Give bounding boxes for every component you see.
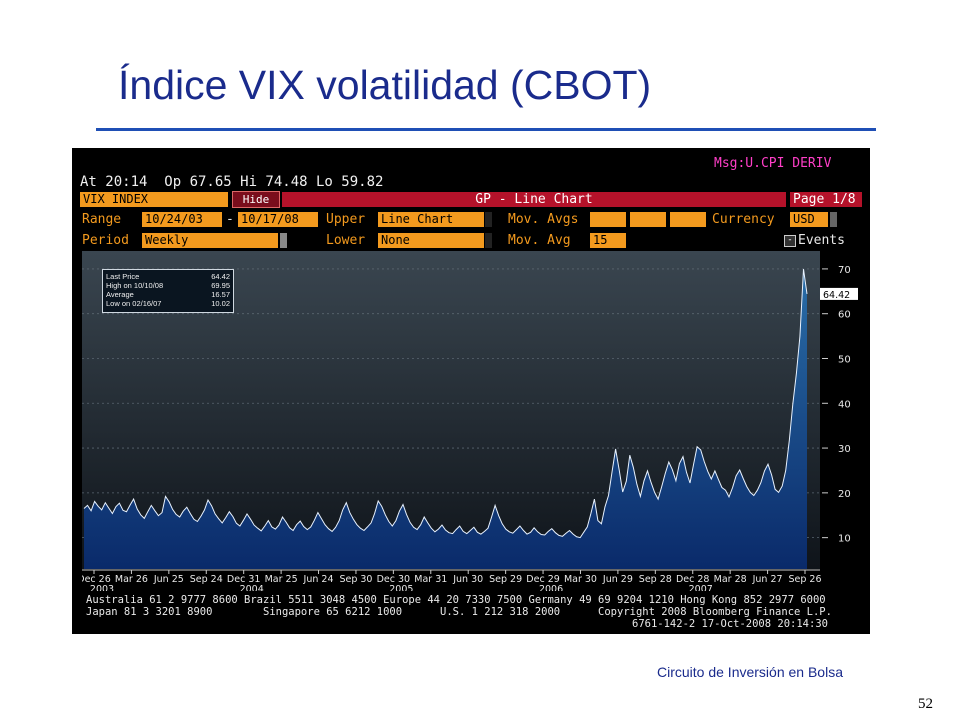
mov-avgs-label: Mov. Avgs	[508, 212, 579, 227]
x-year-label: 2004	[240, 584, 264, 591]
price-legend: Last Price 64.42 High on 10/10/08 69.95 Av…	[102, 269, 234, 313]
range-start-field[interactable]: 10/24/03	[142, 212, 222, 227]
x-tick-label: Sep 26	[788, 574, 821, 585]
mov-avg-period-field[interactable]: 15	[590, 233, 626, 248]
legend-row: High on 10/10/08 69.95	[106, 281, 230, 290]
events-toggle-checkbox[interactable]: -	[784, 235, 796, 247]
currency-label: Currency	[712, 212, 775, 227]
events-label: Events	[798, 233, 845, 248]
slide-title: Índice VIX volatilidad (CBOT)	[118, 62, 652, 108]
last-price-tag-label: 64.42	[823, 290, 850, 301]
y-tick-label: 40	[838, 399, 851, 410]
range-dash: -	[226, 212, 234, 227]
x-year-label: 2006	[539, 584, 563, 591]
footer-contacts-line-2: Japan 81 3 3201 8900 Singapore 65 6212 1…	[86, 606, 832, 618]
hide-button[interactable]: Hide	[232, 191, 280, 208]
x-tick-label: Sep 30	[339, 574, 372, 585]
range-label: Range	[82, 212, 122, 227]
chart-title: GP - Line Chart	[475, 192, 593, 207]
page-indicator: Page 1/8	[793, 192, 856, 207]
x-tick-label: Sep 24	[190, 574, 223, 585]
y-tick-label: 10	[838, 534, 851, 545]
period-field[interactable]: Weekly	[142, 233, 278, 248]
upper-dropdown-icon[interactable]	[485, 212, 492, 227]
page-number: 52	[918, 696, 933, 712]
x-tick-label: Mar 26	[115, 574, 148, 585]
upper-field[interactable]: Line Chart	[378, 212, 484, 227]
x-tick-label: Sep 28	[639, 574, 672, 585]
y-tick-label: 20	[838, 489, 851, 500]
footer-contacts-line-1: Australia 61 2 9777 8600 Brazil 5511 304…	[86, 594, 826, 606]
mov-avg-field-1[interactable]	[590, 212, 626, 227]
slide-credit: Circuito de Inversión en Bolsa	[657, 664, 843, 680]
x-tick-label: Jun 25	[153, 574, 184, 585]
currency-dropdown-icon[interactable]	[830, 212, 837, 227]
y-tick-label: 30	[838, 444, 851, 455]
x-tick-label: Jun 24	[303, 574, 334, 585]
x-tick-label: Dec 29	[526, 574, 560, 585]
range-end-field[interactable]: 10/17/08	[238, 212, 318, 227]
title-divider	[96, 128, 876, 131]
vix-series-line	[83, 269, 808, 539]
x-tick-label: Dec 30	[377, 574, 411, 585]
x-year-label: 2005	[389, 584, 413, 591]
legend-row: Last Price 64.42	[106, 272, 230, 281]
x-tick-label: Jun 30	[452, 574, 483, 585]
y-tick-label: 50	[838, 354, 851, 365]
quote-line: At 20:14 Op 67.65 Hi 74.48 Lo 59.82	[80, 174, 384, 190]
x-tick-label: Mar 28	[714, 574, 747, 585]
x-tick-label: Mar 25	[265, 574, 298, 585]
x-tick-label: Jun 27	[752, 574, 783, 585]
ticker-field[interactable]: VIX INDEX	[80, 192, 228, 207]
mov-avg-field-3[interactable]	[670, 212, 706, 227]
x-tick-label: Mar 31	[414, 574, 447, 585]
bloomberg-terminal-window: Msg:U.CPI DERIV At 20:14 Op 67.65 Hi 74.…	[72, 148, 870, 634]
x-tick-label: Jun 29	[602, 574, 633, 585]
last-price-tag	[820, 287, 858, 300]
mov-avg-label: Mov. Avg	[508, 233, 571, 248]
lower-label: Lower	[326, 233, 366, 248]
vix-area-fill	[84, 269, 807, 569]
mov-avg-field-2[interactable]	[630, 212, 666, 227]
y-tick-label: 60	[838, 310, 851, 321]
lower-dropdown-icon[interactable]	[485, 233, 492, 248]
currency-field[interactable]: USD	[790, 212, 828, 227]
message-indicator[interactable]: Msg:U.CPI DERIV	[714, 156, 832, 171]
footer-timestamp: 6761-142-2 17-Oct-2008 20:14:30	[632, 618, 828, 630]
y-tick-label: 70	[838, 265, 851, 276]
x-year-label: 2007	[689, 584, 713, 591]
x-tick-label: Sep 29	[489, 574, 522, 585]
vix-line-chart-svg: 10 20 30 40 50 60 70 64.42 Dec 26 Mar 26 Jun 25 Se…	[77, 251, 858, 595]
period-dropdown-icon[interactable]	[280, 233, 287, 248]
x-year-label: 2003	[90, 584, 114, 591]
x-tick-label: Dec 28	[676, 574, 710, 585]
chart-title-bar: GP - Line Chart	[282, 192, 786, 207]
x-tick-label: Mar 30	[564, 574, 597, 585]
upper-label: Upper	[326, 212, 366, 227]
x-tick-label: Dec 31	[227, 574, 261, 585]
legend-row: Low on 02/16/07 10.02	[106, 299, 230, 308]
lower-field[interactable]: None	[378, 233, 484, 248]
x-tick-label: Dec 26	[82, 574, 111, 585]
vix-chart: 10 20 30 40 50 60 70 64.42 Dec 26 Mar 26 Jun 25 Se…	[77, 251, 862, 595]
page-indicator-bar[interactable]: Page 1/8	[790, 192, 862, 207]
legend-row: Average 16.57	[106, 290, 230, 299]
period-label: Period	[82, 233, 129, 248]
